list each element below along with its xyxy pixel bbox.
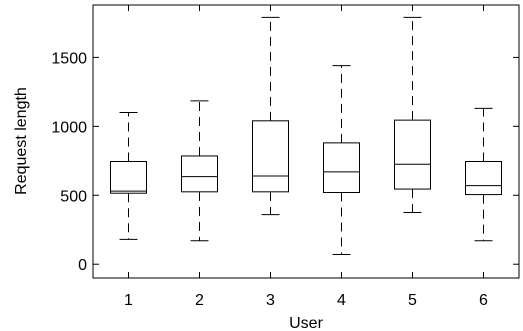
y-axis-label: Request length <box>13 87 30 195</box>
y-tick-label: 1500 <box>51 50 87 67</box>
y-tick-label: 0 <box>78 257 87 274</box>
box-iqr <box>323 142 360 194</box>
box-user-3 <box>252 16 289 216</box>
x-tick-label: 4 <box>337 292 346 309</box>
x-axis-label: User <box>289 315 323 331</box>
box-user-4 <box>323 65 360 256</box>
boxes-group <box>110 16 502 256</box>
box-iqr <box>252 120 289 193</box>
box-user-1 <box>110 112 147 240</box>
box-user-6 <box>465 107 502 242</box>
plot-frame <box>92 4 520 279</box>
y-tick-label: 500 <box>60 188 87 205</box>
y-tick-label: 1000 <box>51 119 87 136</box>
box-iqr <box>465 160 502 196</box>
box-user-5 <box>394 16 431 214</box>
x-tick-label: 1 <box>124 292 133 309</box>
x-axis-ticks: 1 2 3 4 5 6 <box>124 5 488 309</box>
x-tick-label: 2 <box>195 292 204 309</box>
x-tick-label: 5 <box>408 292 417 309</box>
box-iqr <box>394 119 431 190</box>
box-iqr <box>181 155 218 193</box>
y-axis-ticks: 0 500 1000 1500 <box>51 50 519 274</box>
x-tick-label: 3 <box>266 292 275 309</box>
x-tick-label: 6 <box>479 292 488 309</box>
box-user-2 <box>181 100 218 242</box>
box-iqr <box>110 160 147 194</box>
